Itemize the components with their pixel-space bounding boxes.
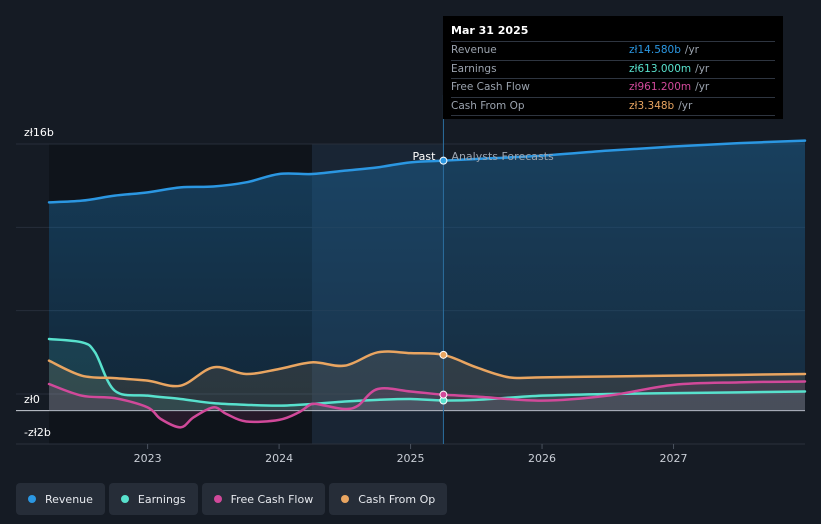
tooltip-value: zł613.000m: [629, 62, 692, 75]
marker-revenue: [439, 156, 448, 165]
line-free-cash-flow: [47, 380, 807, 429]
tooltip-date: Mar 31 2025: [451, 24, 529, 37]
x-tick-label: 2026: [528, 452, 556, 465]
tooltip-label: Earnings: [451, 62, 497, 75]
legend-item-cash-from-op[interactable]: Cash From Op: [329, 483, 448, 515]
legend-item-revenue[interactable]: Revenue: [16, 483, 105, 515]
line-earnings: [47, 337, 807, 407]
legend-label: Revenue: [45, 492, 93, 506]
legend-dot-icon: [28, 495, 36, 503]
y-axis-label-top: zł16b: [24, 126, 54, 139]
marker-cash-from-op: [439, 350, 448, 359]
line-revenue: [47, 139, 807, 204]
legend-dot-icon: [120, 495, 129, 503]
tooltip-value: zł961.200m: [629, 81, 692, 93]
tooltip-unit: /yr: [695, 81, 710, 93]
x-tick-label: 2024: [265, 452, 293, 465]
legend-dot-icon: [341, 495, 350, 503]
legend-dot-icon: [213, 495, 222, 503]
tooltip-value: zł3.348b: [629, 99, 675, 112]
tooltip-unit: /yr: [678, 99, 693, 112]
tooltip-value: zł14.580b: [629, 44, 681, 56]
tooltip: Mar 31 2025 Revenue zł14.580b /yr Earnin…: [443, 16, 783, 119]
legend: Revenue Earnings Free Cash Flow Cash Fro…: [16, 483, 448, 515]
legend-item-free-cash-flow[interactable]: Free Cash Flow: [201, 483, 326, 515]
series-markers: [439, 156, 448, 405]
tooltip-row-revenue: Revenue zł14.580b /yr: [451, 41, 775, 60]
series-lines: [47, 139, 807, 429]
tooltip-unit: /yr: [695, 62, 710, 75]
legend-label: Earnings: [137, 492, 186, 506]
line-cash-from-op: [47, 350, 807, 388]
y-axis-label-zero: zł0: [24, 393, 40, 406]
legend-item-earnings[interactable]: Earnings: [108, 483, 198, 515]
forecast-label: Analysts Forecasts: [451, 150, 554, 163]
legend-label: Cash From Op: [358, 492, 436, 506]
tooltip-label: Revenue: [451, 44, 497, 56]
marker-free-cash-flow: [439, 390, 448, 399]
x-tick-label: 2025: [397, 452, 425, 465]
tooltip-row-cash-from-op: Cash From Op zł3.348b /yr: [451, 96, 775, 116]
tooltip-unit: /yr: [684, 44, 699, 56]
past-label: Past: [412, 150, 436, 163]
legend-label: Free Cash Flow: [230, 492, 314, 506]
area-revenue: [49, 140, 805, 411]
x-tick-label: 2023: [134, 452, 162, 465]
area-cash-from-op: [49, 351, 805, 411]
area-free-cash-flow: [49, 381, 805, 428]
tooltip-label: Free Cash Flow: [451, 81, 530, 93]
y-axis-label-bottom: -zł2b: [24, 426, 51, 439]
area-earnings: [49, 339, 805, 411]
x-axis-ticks: 2023 2024 2025 2026 2027: [134, 444, 688, 465]
x-tick-label: 2027: [660, 452, 688, 465]
series-areas: [49, 140, 805, 428]
tooltip-row-earnings: Earnings zł613.000m /yr: [451, 59, 775, 79]
tooltip-label: Cash From Op: [451, 99, 525, 112]
tooltip-row-free-cash-flow: Free Cash Flow zł961.200m /yr: [451, 78, 775, 97]
